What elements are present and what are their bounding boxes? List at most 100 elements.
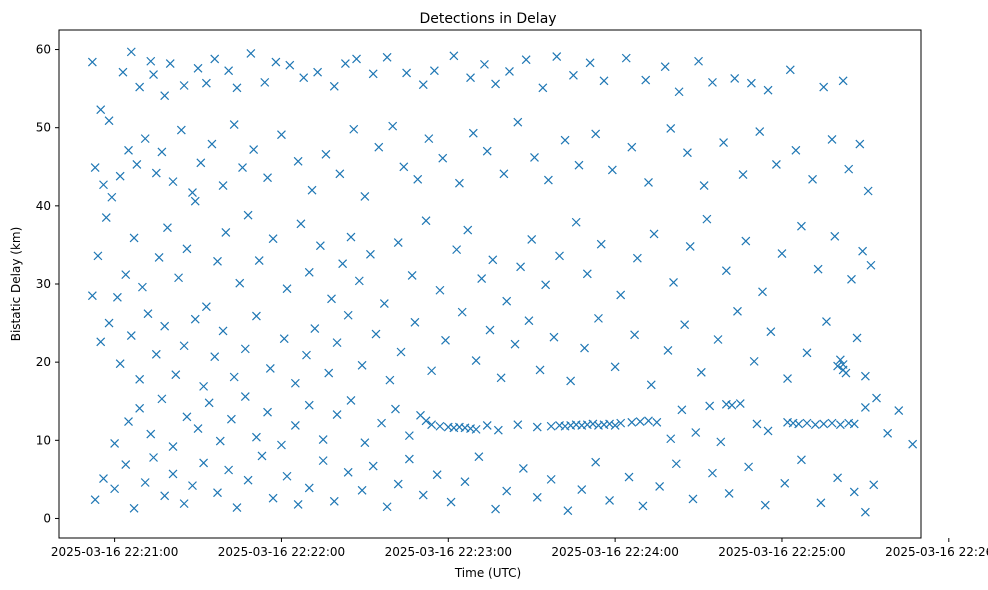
data-point <box>238 163 247 172</box>
data-point <box>863 186 873 196</box>
data-point <box>146 56 156 66</box>
data-point <box>410 317 420 327</box>
y-tick-label: 50 <box>36 121 51 135</box>
data-point <box>532 422 542 432</box>
data-point <box>513 420 523 430</box>
data-point <box>143 309 153 319</box>
data-point <box>438 153 448 163</box>
data-point <box>413 174 423 184</box>
data-point <box>188 188 197 197</box>
data-point <box>727 400 737 410</box>
data-point <box>313 67 323 77</box>
data-point <box>263 407 272 417</box>
data-point <box>457 307 467 317</box>
data-point <box>218 326 228 336</box>
data-point <box>174 273 183 283</box>
data-point <box>566 376 576 386</box>
data-point <box>388 121 398 131</box>
data-point <box>229 372 239 382</box>
data-point <box>819 82 829 92</box>
data-point <box>835 420 845 430</box>
data-point <box>435 421 445 431</box>
data-point <box>655 481 665 491</box>
data-point <box>468 128 478 138</box>
data-point <box>666 124 676 133</box>
data-point <box>343 310 353 320</box>
data-point <box>232 83 242 93</box>
data-point <box>201 78 211 88</box>
data-point <box>427 366 437 376</box>
data-point <box>318 435 328 444</box>
data-point <box>140 134 150 144</box>
data-point <box>124 145 133 155</box>
data-point <box>480 59 489 69</box>
data-point <box>733 306 742 316</box>
data-point <box>104 116 114 126</box>
data-point <box>110 484 120 494</box>
data-point <box>346 232 356 242</box>
data-point <box>196 158 206 168</box>
data-point <box>844 164 854 174</box>
y-tick-label: 20 <box>36 355 51 369</box>
data-point <box>421 216 431 226</box>
data-point <box>660 62 670 72</box>
data-point <box>446 497 456 507</box>
data-point <box>827 418 837 428</box>
data-point <box>819 419 829 429</box>
data-point <box>407 270 417 280</box>
data-point <box>179 499 189 509</box>
data-point <box>327 294 336 304</box>
data-point <box>371 329 381 339</box>
data-point <box>215 436 225 446</box>
data-point <box>393 479 403 489</box>
data-point <box>908 439 918 449</box>
data-point <box>421 416 431 426</box>
data-point <box>163 223 172 233</box>
data-point <box>582 269 592 279</box>
data-point <box>454 178 464 188</box>
data-point <box>527 235 537 244</box>
data-point <box>118 67 128 77</box>
x-tick-label: 2025-03-16 22:26:00 <box>885 545 988 559</box>
data-point <box>594 313 603 323</box>
data-point <box>296 219 306 229</box>
data-point <box>277 440 286 450</box>
data-point <box>744 462 754 472</box>
data-point <box>671 459 681 469</box>
data-point <box>638 501 648 511</box>
data-point <box>121 460 131 469</box>
data-point <box>93 251 103 261</box>
data-point <box>99 180 108 190</box>
data-point <box>543 175 553 185</box>
data-point <box>524 316 534 326</box>
data-point <box>521 55 531 65</box>
data-point <box>193 424 203 434</box>
data-point <box>360 192 370 201</box>
data-point <box>721 266 731 276</box>
data-point <box>182 244 192 254</box>
data-point <box>277 130 286 140</box>
data-point <box>860 371 870 381</box>
data-point <box>115 171 125 181</box>
data-point <box>530 152 539 162</box>
data-point <box>432 470 442 480</box>
data-point <box>396 347 406 357</box>
data-point <box>571 217 581 227</box>
data-point <box>249 145 259 154</box>
data-point <box>199 381 209 391</box>
data-point <box>677 405 687 415</box>
data-point <box>279 334 289 344</box>
data-point <box>482 146 492 156</box>
data-point <box>96 105 106 115</box>
y-axis: 0 10 20 30 40 50 60 <box>36 43 59 525</box>
data-point <box>99 474 108 484</box>
data-point <box>696 367 706 377</box>
data-point <box>149 70 158 79</box>
data-point <box>822 317 831 326</box>
data-point <box>232 503 242 512</box>
data-point <box>674 87 684 97</box>
data-point <box>188 481 197 491</box>
data-point <box>763 85 773 95</box>
data-point <box>199 458 209 468</box>
data-point <box>154 253 164 262</box>
